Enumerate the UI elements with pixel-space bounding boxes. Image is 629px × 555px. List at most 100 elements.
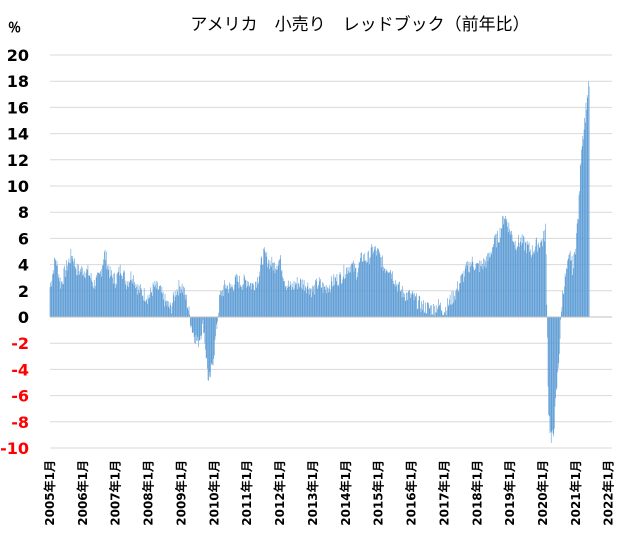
bar: [247, 286, 249, 317]
bar: [327, 288, 329, 317]
bar: [186, 294, 187, 317]
bar: [111, 270, 112, 317]
bar: [326, 293, 328, 317]
bar: [287, 287, 288, 317]
bar: [148, 298, 149, 317]
bar: [351, 263, 352, 317]
bar: [72, 256, 74, 317]
bar: [160, 292, 162, 317]
bar: [217, 317, 218, 322]
bar: [129, 282, 130, 317]
bar: [145, 300, 147, 317]
bar: [459, 283, 461, 317]
bar: [215, 317, 217, 325]
y-tick-label: 14: [7, 125, 29, 144]
bar: [556, 317, 558, 388]
bar: [243, 284, 244, 317]
bar: [568, 255, 570, 317]
y-tick-label: -10: [0, 439, 29, 458]
bar: [524, 250, 525, 317]
bar: [408, 292, 410, 317]
bar: [120, 273, 122, 317]
bar: [289, 281, 291, 317]
bar: [199, 317, 201, 341]
bar: [494, 235, 495, 317]
bar: [121, 275, 122, 317]
bar: [285, 285, 287, 317]
bar: [583, 139, 584, 317]
bar: [258, 276, 260, 317]
bar: [354, 263, 355, 317]
bar: [450, 304, 452, 317]
bar: [227, 285, 228, 317]
bar: [405, 300, 407, 317]
bar: [463, 270, 465, 317]
bar: [352, 263, 354, 317]
bar: [113, 273, 115, 317]
bar: [444, 312, 445, 317]
bar: [445, 306, 446, 317]
bar: [530, 254, 532, 317]
bar: [581, 149, 582, 317]
bar: [68, 258, 70, 317]
bar: [69, 263, 71, 317]
bar: [282, 276, 283, 317]
bar: [581, 146, 583, 317]
bar: [423, 300, 424, 317]
bar: [488, 253, 489, 317]
bar: [364, 253, 366, 317]
bar: [420, 312, 422, 317]
bar: [228, 288, 230, 317]
bar: [514, 240, 516, 317]
y-tick-label: -6: [11, 387, 29, 406]
bar: [133, 275, 134, 317]
bar: [237, 275, 239, 317]
bar: [73, 266, 75, 317]
bar: [267, 267, 268, 317]
bar: [374, 249, 376, 317]
bar: [274, 273, 276, 317]
bar: [366, 262, 367, 317]
bar: [329, 289, 331, 317]
bar: [295, 284, 297, 317]
bar: [495, 247, 497, 317]
y-tick-label: 8: [18, 203, 29, 222]
bar: [133, 285, 135, 317]
bar: [562, 290, 563, 317]
bar: [171, 313, 172, 317]
bar: [536, 237, 537, 317]
bar: [265, 256, 267, 317]
bar: [281, 269, 283, 317]
bar: [294, 282, 296, 317]
bar: [392, 280, 394, 317]
bar: [197, 317, 199, 337]
bar: [330, 276, 332, 317]
bar: [444, 312, 446, 317]
bar: [185, 299, 187, 317]
unit-label: ％: [8, 21, 21, 36]
bar: [147, 303, 148, 317]
bar: [426, 313, 427, 317]
bar: [406, 292, 408, 317]
bar: [167, 300, 168, 317]
bar: [353, 271, 355, 317]
bar: [174, 301, 175, 317]
bar: [189, 314, 190, 317]
bar: [451, 304, 452, 317]
bar: [90, 273, 92, 317]
bar: [461, 273, 463, 317]
bar: [105, 259, 106, 317]
bar: [181, 283, 183, 317]
bar: [64, 265, 65, 317]
bar: [437, 306, 439, 317]
bar: [381, 257, 383, 317]
bar: [284, 287, 286, 317]
bar: [149, 294, 151, 317]
bar: [442, 315, 444, 317]
bar: [463, 281, 464, 317]
bar: [473, 269, 475, 317]
bar: [250, 282, 251, 317]
bar: [161, 286, 163, 317]
bar: [296, 283, 297, 317]
bar: [418, 300, 419, 317]
